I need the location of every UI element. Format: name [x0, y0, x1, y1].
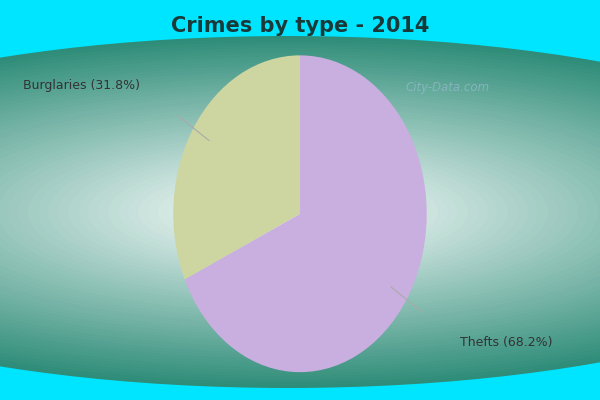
Ellipse shape [0, 51, 600, 373]
Ellipse shape [188, 183, 388, 241]
Ellipse shape [0, 54, 600, 370]
Ellipse shape [0, 95, 600, 329]
Ellipse shape [0, 56, 600, 368]
Ellipse shape [258, 203, 318, 221]
Ellipse shape [178, 180, 398, 244]
Ellipse shape [0, 71, 600, 353]
Ellipse shape [168, 177, 408, 247]
Ellipse shape [0, 77, 600, 347]
Ellipse shape [0, 121, 598, 303]
Ellipse shape [0, 39, 600, 385]
Ellipse shape [0, 36, 600, 388]
Wedge shape [173, 55, 300, 279]
Ellipse shape [0, 80, 600, 344]
Ellipse shape [38, 139, 538, 285]
Ellipse shape [128, 165, 448, 259]
Ellipse shape [0, 98, 600, 326]
Ellipse shape [0, 86, 600, 338]
Ellipse shape [248, 200, 328, 224]
Ellipse shape [0, 124, 588, 300]
Ellipse shape [0, 42, 600, 382]
Ellipse shape [0, 65, 600, 359]
Ellipse shape [278, 209, 298, 215]
Ellipse shape [0, 92, 600, 332]
Ellipse shape [118, 162, 458, 262]
Ellipse shape [0, 60, 600, 364]
Ellipse shape [0, 118, 600, 306]
Ellipse shape [268, 206, 308, 218]
Text: Crimes by type - 2014: Crimes by type - 2014 [171, 16, 429, 36]
Text: Burglaries (31.8%): Burglaries (31.8%) [23, 79, 140, 92]
Ellipse shape [148, 171, 428, 253]
Ellipse shape [0, 100, 600, 324]
Ellipse shape [68, 148, 508, 276]
Ellipse shape [0, 112, 600, 312]
Ellipse shape [0, 127, 578, 297]
Ellipse shape [108, 159, 468, 265]
Ellipse shape [138, 168, 438, 256]
Ellipse shape [0, 48, 600, 376]
Ellipse shape [0, 45, 600, 379]
Ellipse shape [18, 133, 558, 291]
Ellipse shape [198, 186, 378, 238]
Ellipse shape [0, 68, 600, 356]
Ellipse shape [28, 136, 548, 288]
Ellipse shape [238, 197, 338, 227]
Ellipse shape [158, 174, 418, 250]
Ellipse shape [8, 130, 568, 294]
Ellipse shape [0, 104, 600, 320]
Ellipse shape [78, 150, 498, 274]
Ellipse shape [0, 74, 600, 350]
Ellipse shape [58, 144, 518, 280]
Ellipse shape [0, 109, 600, 315]
Text: City-Data.com: City-Data.com [406, 81, 490, 94]
Ellipse shape [218, 192, 358, 232]
Ellipse shape [48, 142, 528, 282]
Ellipse shape [208, 188, 368, 236]
Ellipse shape [0, 89, 600, 335]
Ellipse shape [0, 115, 600, 309]
Ellipse shape [0, 106, 600, 318]
Ellipse shape [88, 153, 488, 271]
Ellipse shape [228, 194, 348, 230]
Wedge shape [185, 55, 427, 372]
Ellipse shape [0, 62, 600, 362]
Ellipse shape [0, 83, 600, 341]
Text: Thefts (68.2%): Thefts (68.2%) [460, 336, 553, 349]
Ellipse shape [98, 156, 478, 268]
